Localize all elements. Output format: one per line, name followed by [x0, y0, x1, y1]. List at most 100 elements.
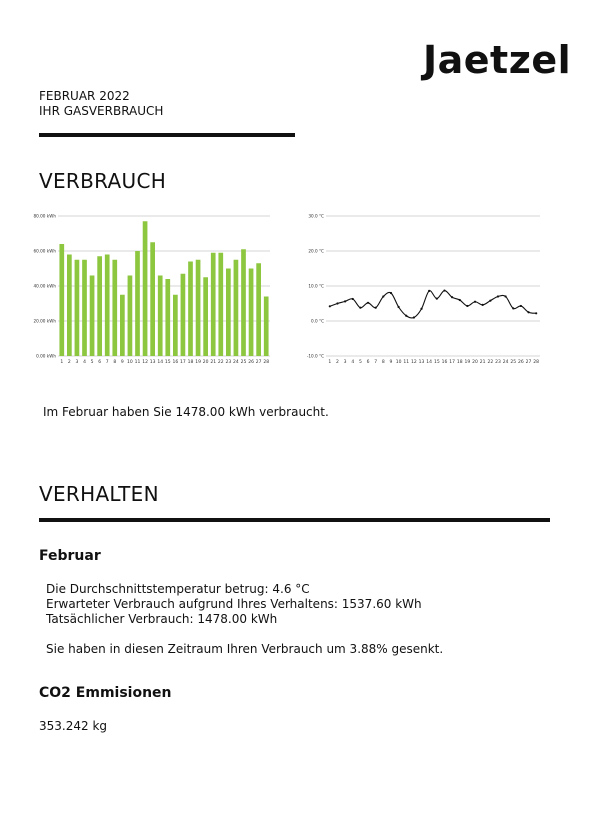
- x-tick-label: 19: [465, 359, 471, 365]
- bar-day-12: [142, 221, 148, 356]
- section-title-verhalten: VERHALTEN: [39, 482, 159, 506]
- report-subtitle: IHR GASVERBRAUCH: [39, 104, 164, 118]
- x-tick-label: 4: [351, 359, 354, 365]
- x-tick-label: 21: [480, 359, 486, 365]
- x-tick-label: 11: [135, 359, 141, 365]
- x-tick-label: 5: [359, 359, 362, 365]
- temperature-point-day-27: [527, 311, 530, 314]
- bar-day-26: [248, 268, 254, 356]
- temperature-series-line: [329, 290, 537, 319]
- y-tick-label: 10.0 °C: [308, 284, 324, 289]
- x-tick-label: 13: [150, 359, 156, 365]
- x-tick-label: 8: [382, 359, 385, 365]
- x-tick-label: 3: [75, 359, 78, 365]
- temperature-point-day-23: [496, 295, 500, 298]
- bar-day-14: [157, 275, 163, 356]
- average-temperature: Die Durchschnittstemperatur betrug: 4.6 …: [46, 582, 310, 596]
- x-tick-label: 24: [233, 359, 239, 365]
- x-tick-label: 23: [495, 359, 501, 365]
- x-tick-label: 24: [503, 359, 509, 365]
- x-tick-label: 21: [210, 359, 216, 365]
- reduction-result: Sie haben in diesen Zeitraum Ihren Verbr…: [46, 642, 444, 656]
- x-tick-label: 27: [526, 359, 532, 365]
- consumption-summary: Im Februar haben Sie 1478.00 kWh verbrau…: [43, 405, 329, 419]
- bar-day-23: [226, 268, 231, 356]
- x-tick-label: 7: [374, 359, 377, 365]
- y-tick-label: 30.0 °C: [308, 214, 324, 219]
- temperature-point-day-19: [466, 304, 469, 308]
- x-tick-label: 19: [195, 359, 201, 365]
- bar-day-5: [89, 275, 95, 356]
- x-tick-label: 20: [472, 359, 478, 365]
- x-tick-label: 18: [457, 359, 463, 365]
- x-tick-label: 23: [225, 359, 231, 365]
- bar-day-3: [74, 259, 80, 356]
- x-tick-label: 2: [68, 359, 71, 365]
- x-tick-label: 15: [434, 359, 440, 365]
- temperature-point-day-10: [397, 305, 400, 309]
- bar-day-10: [127, 275, 133, 356]
- temperature-point-day-7: [374, 306, 377, 309]
- x-tick-label: 22: [218, 359, 224, 365]
- y-tick-label: 40.00 kWh: [33, 284, 56, 289]
- x-tick-label: 2: [336, 359, 339, 365]
- x-tick-label: 8: [113, 359, 116, 365]
- x-tick-label: 28: [533, 359, 539, 365]
- y-tick-label: 0.00 kWh: [36, 354, 56, 359]
- temperature-point-day-22: [489, 299, 492, 302]
- report-month: FEBRUAR 2022: [39, 89, 130, 103]
- bar-day-6: [97, 256, 102, 356]
- x-tick-label: 6: [367, 359, 370, 365]
- x-tick-label: 12: [411, 359, 417, 365]
- x-tick-label: 14: [426, 359, 432, 365]
- temperature-point-day-26: [519, 304, 522, 308]
- bar-day-1: [59, 244, 65, 356]
- temperature-point-day-14: [428, 289, 431, 292]
- bar-day-20: [203, 277, 208, 356]
- x-tick-label: 1: [328, 359, 331, 365]
- temperature-point-day-16: [443, 289, 446, 292]
- temperature-line-chart: -10.0 °C0.0 °C10.0 °C20.0 °C30.0 °C1 2 3 4 5…: [307, 214, 540, 365]
- x-tick-label: 7: [106, 359, 109, 365]
- bar-day-11: [135, 251, 140, 356]
- y-tick-label: 20.00 kWh: [33, 319, 56, 324]
- y-tick-label: 0.0 °C: [311, 319, 324, 324]
- x-tick-label: 11: [403, 359, 409, 365]
- temperature-point-day-4: [351, 297, 354, 301]
- header-divider: [39, 133, 295, 137]
- x-tick-label: 3: [344, 359, 347, 365]
- actual-consumption: Tatsächlicher Verbrauch: 1478.00 kWh: [46, 612, 278, 626]
- x-tick-label: 10: [127, 359, 133, 365]
- bar-day-15: [165, 279, 171, 356]
- co2-heading: CO2 Emmisionen: [39, 685, 172, 701]
- temperature-point-day-15: [435, 297, 438, 300]
- expected-consumption: Erwarteter Verbrauch aufgrund Ihres Verh…: [46, 597, 422, 611]
- co2-value: 353.242 kg: [39, 719, 108, 733]
- month-heading: Februar: [39, 548, 101, 564]
- company-logo: Jaetzel: [423, 38, 572, 82]
- x-tick-label: 27: [256, 359, 262, 365]
- temperature-point-day-11: [405, 314, 408, 317]
- temperature-point-day-13: [420, 307, 423, 310]
- bar-day-13: [150, 242, 155, 356]
- y-tick-label: -10.0 °C: [307, 354, 324, 359]
- x-tick-label: 9: [390, 359, 393, 365]
- temperature-point-day-20: [473, 300, 477, 303]
- temperature-point-day-9: [389, 291, 393, 295]
- verhalten-divider: [39, 518, 550, 522]
- y-tick-label: 80.00 kWh: [33, 214, 56, 219]
- x-tick-label: 5: [91, 359, 94, 365]
- bar-day-7: [104, 254, 110, 356]
- bar-day-27: [256, 263, 261, 356]
- y-tick-label: 20.0 °C: [308, 249, 324, 254]
- x-tick-label: 1: [60, 359, 63, 365]
- x-tick-label: 14: [157, 359, 163, 365]
- x-tick-label: 25: [510, 359, 516, 365]
- temperature-point-day-8: [382, 295, 385, 298]
- x-tick-label: 17: [449, 359, 455, 365]
- bar-day-4: [82, 259, 87, 356]
- temperature-point-day-18: [458, 298, 461, 302]
- y-tick-label: 60.00 kWh: [33, 249, 56, 254]
- bar-day-2: [67, 254, 72, 356]
- bar-day-21: [210, 252, 216, 356]
